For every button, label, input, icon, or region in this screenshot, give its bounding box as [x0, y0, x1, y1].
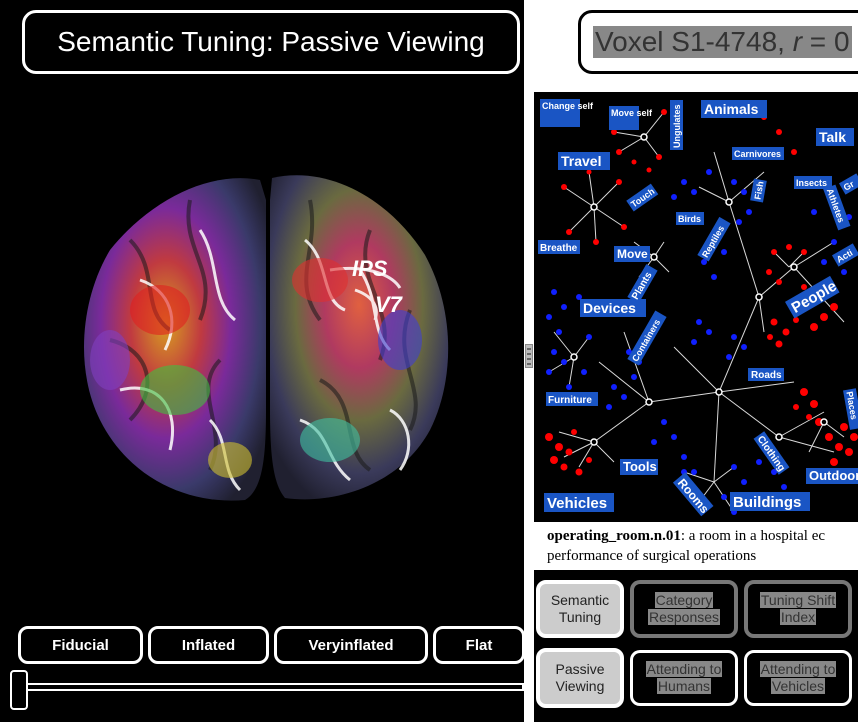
inflated-view-button[interactable]: Inflated [148, 626, 269, 664]
label-vehicles[interactable]: Vehicles [547, 495, 607, 512]
label-people[interactable]: People [789, 278, 840, 317]
fiducial-view-button[interactable]: Fiducial [18, 626, 143, 664]
label-ungulates[interactable]: Ungulates [672, 104, 682, 148]
label-outdoor[interactable]: Outdoor [809, 468, 858, 483]
divider-grip-icon[interactable] [525, 344, 533, 368]
label-talk[interactable]: Talk [819, 129, 846, 145]
label-roads[interactable]: Roads [751, 370, 782, 381]
label-tools[interactable]: Tools [623, 459, 657, 474]
flat-view-button[interactable]: Flat [433, 626, 525, 664]
veryinflated-view-button[interactable]: Veryinflated [274, 626, 428, 664]
inflation-slider-track[interactable] [10, 683, 524, 691]
label-rooms[interactable]: Rooms [675, 476, 712, 516]
label-clothing[interactable]: Clothing [755, 434, 787, 474]
brain-surface-render[interactable]: IPS V7 [70, 160, 460, 520]
label-buildings[interactable]: Buildings [733, 494, 801, 511]
label-move-self[interactable]: Move self [611, 108, 653, 118]
synset-term: operating_room.n.01 [547, 528, 681, 544]
v7-label: V7 [375, 292, 404, 317]
label-plants[interactable]: Plants [630, 270, 655, 302]
inflation-slider-handle[interactable] [10, 670, 28, 710]
passive-viewing-tab[interactable]: Passive Viewing [536, 648, 624, 708]
synset-gloss-line2: performance of surgical operations [547, 548, 757, 564]
label-move[interactable]: Move [617, 247, 648, 261]
label-change-self[interactable]: Change self [542, 101, 594, 111]
attending-vehicles-tab[interactable]: Attending to Vehicles [744, 650, 852, 706]
synset-description: operating_room.n.01: a room in a hospita… [534, 522, 858, 568]
right-hemisphere [270, 175, 449, 500]
viewer-title: Semantic Tuning: Passive Viewing [22, 10, 520, 74]
ips-label: IPS [352, 256, 388, 281]
cortex-viewer-panel: Semantic Tuning: Passive Viewing [10, 10, 525, 710]
synset-gloss-line1: : a room in a hospital ec [680, 528, 826, 544]
tuning-shift-index-tab[interactable]: Tuning Shift Index [744, 580, 852, 638]
label-carnivores[interactable]: Carnivores [734, 149, 781, 159]
label-furniture[interactable]: Furniture [548, 395, 592, 406]
attending-humans-tab[interactable]: Attending to Humans [630, 650, 738, 706]
label-birds[interactable]: Birds [678, 214, 701, 224]
voxel-info-box: Voxel S1-4748, r = 0 [578, 10, 858, 74]
voxel-title: Voxel S1-4748, r = 0 [593, 26, 852, 58]
label-containers[interactable]: Containers [630, 318, 662, 364]
semantic-panel: Voxel S1-4748, r = 0 [534, 0, 858, 722]
label-travel[interactable]: Travel [561, 153, 601, 169]
label-animals[interactable]: Animals [704, 101, 759, 117]
wordnet-graph[interactable]: Change self Move self Animals Talk Trave… [534, 92, 858, 522]
wordnet-graph-svg[interactable]: Change self Move self Animals Talk Trave… [534, 92, 858, 522]
semantic-tuning-tab[interactable]: Semantic Tuning [536, 580, 624, 638]
category-responses-tab[interactable]: Category Responses [630, 580, 738, 638]
label-insects[interactable]: Insects [796, 178, 827, 188]
label-gr[interactable]: Gr [842, 179, 857, 193]
label-breathe[interactable]: Breathe [540, 243, 578, 254]
label-fish[interactable]: Fish [752, 180, 765, 200]
label-athletes[interactable]: Athletes [825, 187, 847, 224]
label-devices[interactable]: Devices [583, 300, 636, 316]
left-hemisphere [83, 178, 267, 501]
